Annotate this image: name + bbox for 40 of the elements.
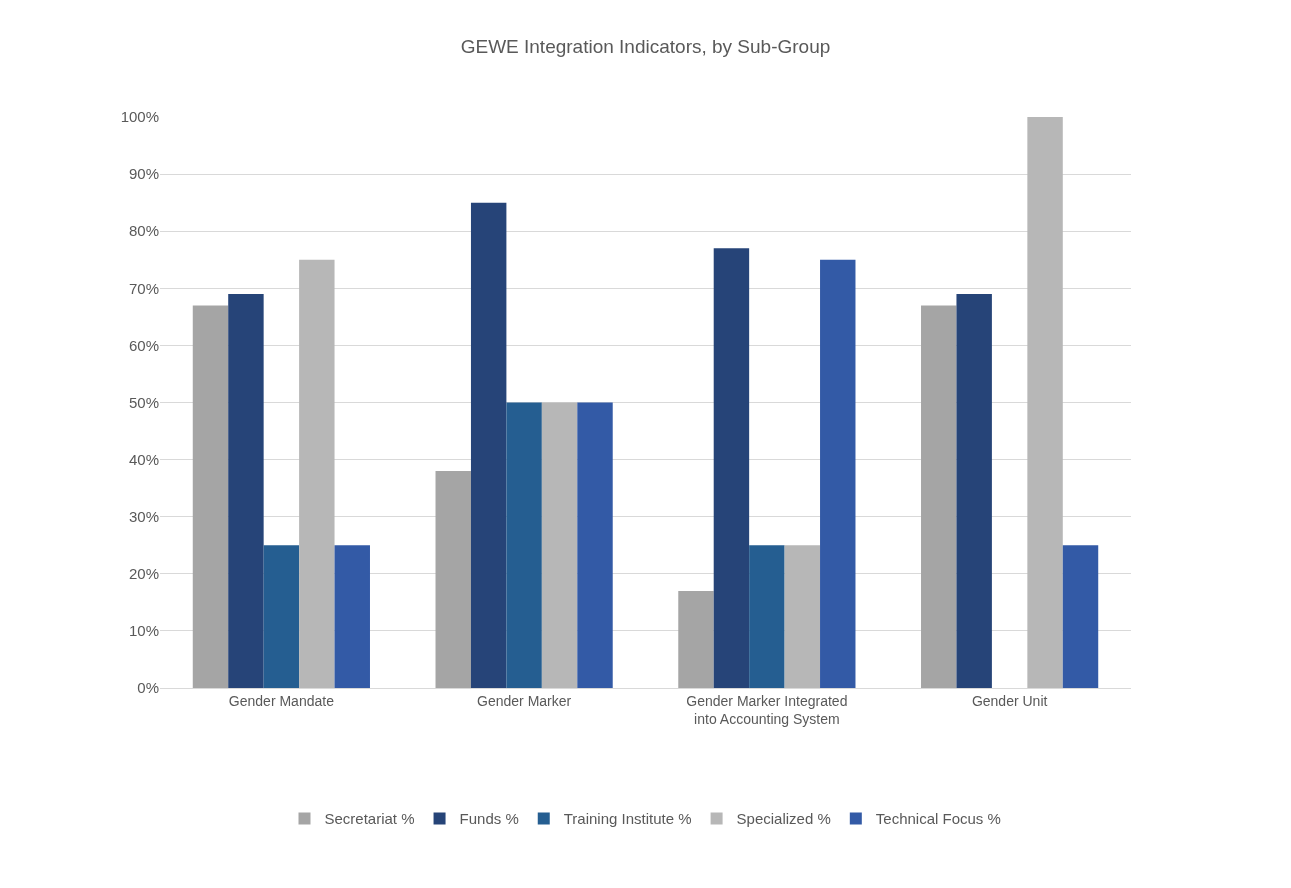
- y-tick-label: 70%: [128, 279, 159, 297]
- bar: [299, 259, 335, 688]
- x-tick-label: Gender Mandate: [228, 692, 335, 709]
- y-tick-label: 90%: [128, 165, 159, 183]
- y-tick-label: 60%: [128, 336, 159, 354]
- y-tick-label: 80%: [128, 222, 159, 240]
- y-tick-label: 40%: [128, 450, 159, 468]
- y-tick-label: 30%: [128, 507, 159, 525]
- bar: [192, 305, 229, 688]
- y-tick-label: 100%: [120, 108, 159, 126]
- bar: [921, 305, 957, 688]
- chart-title: GEWE Integration Indicators, by Sub-Group: [460, 36, 831, 58]
- legend-label: Specialized %: [736, 810, 831, 828]
- bar: [820, 259, 856, 688]
- bar: [1062, 545, 1099, 688]
- bar: [577, 402, 613, 688]
- bar: [506, 402, 542, 688]
- y-tick-label: 50%: [128, 393, 159, 411]
- bar: [541, 402, 578, 688]
- legend-label: Training Institute %: [563, 810, 692, 828]
- bar: [334, 545, 370, 688]
- y-tick-label: 20%: [128, 565, 159, 583]
- legend-label: Technical Focus %: [875, 810, 1001, 828]
- bar: [678, 590, 714, 688]
- bar: [263, 545, 300, 688]
- y-tick-label: 10%: [128, 622, 159, 640]
- legend-label: Funds %: [459, 810, 519, 828]
- bar: [435, 471, 471, 688]
- x-tick-label: Gender Marker Integrated into Accounting System: [686, 692, 848, 727]
- bar: [228, 294, 264, 688]
- bar: [713, 248, 750, 688]
- bar: [956, 294, 992, 688]
- y-tick-label: 0%: [137, 679, 159, 697]
- bar: [1027, 117, 1063, 688]
- bar: [470, 202, 507, 688]
- x-tick-label: Gender Unit: [971, 692, 1048, 709]
- x-tick-label: Gender Marker: [477, 692, 572, 709]
- bar: [749, 545, 785, 688]
- bar: [784, 545, 821, 688]
- legend-label: Secretariat %: [324, 810, 415, 828]
